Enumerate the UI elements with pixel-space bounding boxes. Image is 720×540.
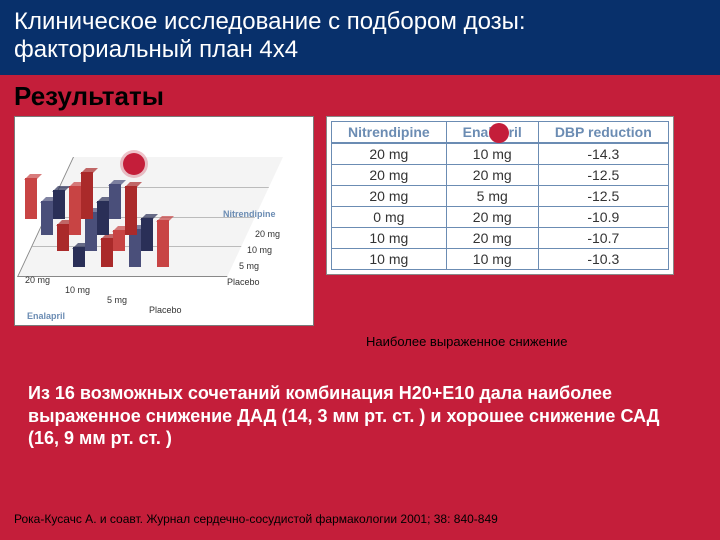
ytick-1: 10 mg [247, 245, 272, 255]
table-cell: 20 mg [332, 165, 447, 186]
table-cell: -10.7 [538, 228, 668, 249]
title-line-2: факториальный план 4х4 [14, 36, 706, 64]
xtick-0: 20 mg [25, 275, 50, 285]
legend-marker-icon [340, 332, 358, 350]
table-cell: 0 mg [332, 207, 447, 228]
bar [41, 201, 53, 235]
bar [141, 218, 153, 251]
bar [157, 220, 169, 267]
bar [97, 201, 109, 235]
table-body: 20 mg10 mg-14.320 mg20 mg-12.520 mg5 mg-… [332, 143, 669, 270]
col-nitrendipine: Nitrendipine [332, 122, 447, 144]
table-row: 20 mg20 mg-12.5 [332, 165, 669, 186]
table-cell: -12.5 [538, 165, 668, 186]
table-row: 10 mg10 mg-10.3 [332, 249, 669, 270]
table-cell: 20 mg [446, 165, 538, 186]
citation: Рока-Кусачс А. и соавт. Журнал сердечно-… [14, 512, 498, 526]
xtick-1: 10 mg [65, 285, 90, 295]
table-cell: -12.5 [538, 186, 668, 207]
bar [113, 230, 125, 251]
table-cell: 20 mg [446, 228, 538, 249]
title-block: Клиническое исследование с подбором дозы… [0, 0, 720, 75]
bar [69, 186, 81, 235]
title-line-1: Клиническое исследование с подбором дозы… [14, 8, 706, 36]
bar [101, 238, 113, 267]
table-cell: 20 mg [332, 186, 447, 207]
col-dbp: DBP reduction [538, 122, 668, 144]
legend: Наиболее выраженное снижение [0, 326, 720, 350]
results-table-panel: Nitrendipine Enalapril DBP reduction 20 … [326, 116, 674, 275]
xtick-2: 5 mg [107, 295, 127, 305]
bar-chart-3d: Nitrendipine Enalapril 20 mg 10 mg 5 mg … [14, 116, 314, 326]
ytick-3: Placebo [227, 277, 260, 287]
summary-text: Из 16 возможных сочетаний комбинация Н20… [0, 350, 720, 450]
bar [73, 247, 85, 267]
table-row: 10 mg20 mg-10.7 [332, 228, 669, 249]
bar [125, 186, 137, 235]
table-row: 20 mg10 mg-14.3 [332, 143, 669, 165]
table-cell: 20 mg [332, 143, 447, 165]
legend-text: Наиболее выраженное снижение [366, 334, 568, 349]
xtick-3: Placebo [149, 305, 182, 315]
results-table: Nitrendipine Enalapril DBP reduction 20 … [331, 121, 669, 270]
table-cell: 10 mg [446, 143, 538, 165]
table-cell: 10 mg [332, 228, 447, 249]
table-cell: 10 mg [332, 249, 447, 270]
bar [109, 184, 121, 219]
table-cell: 20 mg [446, 207, 538, 228]
bar [81, 172, 93, 219]
table-row: 0 mg20 mg-10.9 [332, 207, 669, 228]
table-row: 20 mg5 mg-12.5 [332, 186, 669, 207]
bar [53, 190, 65, 219]
table-cell: -10.3 [538, 249, 668, 270]
content-row: Nitrendipine Enalapril 20 mg 10 mg 5 mg … [0, 116, 720, 326]
ytick-0: 20 mg [255, 229, 280, 239]
axis-label-nitrendipine: Nitrendipine [223, 209, 276, 219]
table-cell: -14.3 [538, 143, 668, 165]
table-cell: 5 mg [446, 186, 538, 207]
bar [25, 178, 37, 219]
section-heading: Результаты [0, 75, 720, 116]
ytick-2: 5 mg [239, 261, 259, 271]
bar [57, 224, 69, 251]
table-cell: 10 mg [446, 249, 538, 270]
axis-label-enalapril: Enalapril [27, 311, 65, 321]
table-cell: -10.9 [538, 207, 668, 228]
